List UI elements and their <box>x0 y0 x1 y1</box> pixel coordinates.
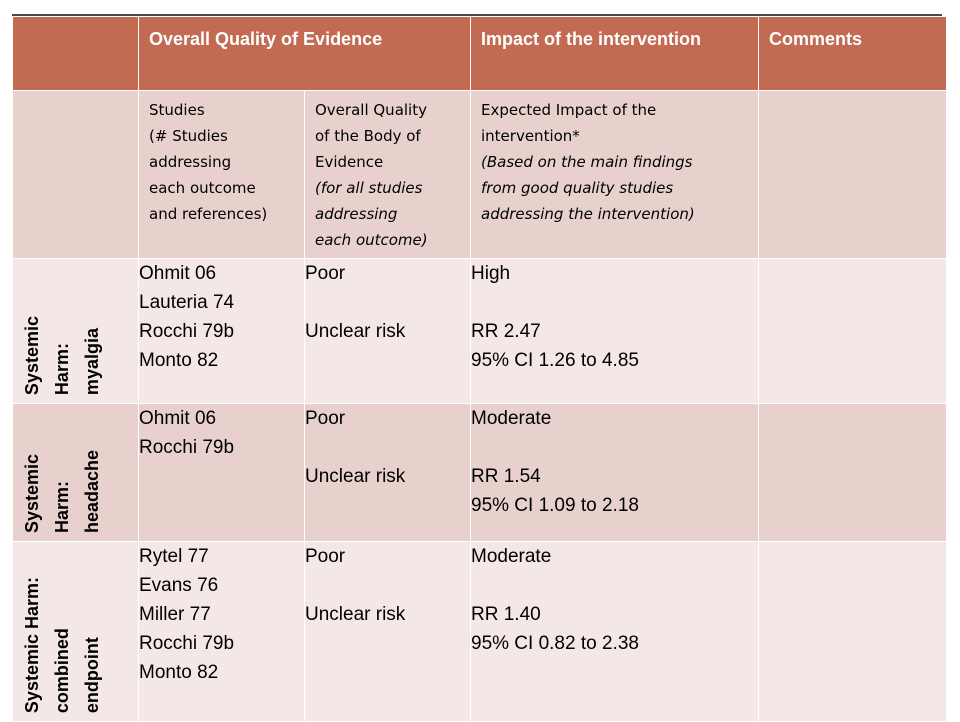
subheader-impact: Expected Impact of the intervention* (Ba… <box>470 90 759 259</box>
impact-level: High <box>471 263 511 284</box>
header-impact: Impact of the intervention <box>470 16 759 91</box>
quality-rating: Poor <box>305 263 346 284</box>
study-reference: Monto 82 <box>139 350 219 371</box>
spacer <box>472 433 758 462</box>
relative-risk: RR 2.47 <box>471 321 541 342</box>
subheader-studies-line: Studies <box>149 101 205 119</box>
quality-cell: Poor Unclear risk <box>304 258 471 404</box>
impact-cell: Moderate RR 1.54 95% CI 1.09 to 2.18 <box>470 403 759 542</box>
subheader-impact-line: addressing the intervention) <box>481 205 695 223</box>
subheader-studies-line: (# Studies <box>149 127 228 145</box>
row-label-cell: Systemic Harm: myalgia <box>12 258 139 404</box>
row-label-line: endpoint <box>82 637 102 713</box>
row-label-line: Systemic <box>22 315 42 395</box>
table-header-row: Overall Quality of Evidence Impact of th… <box>12 16 947 91</box>
quality-cell: Poor Unclear risk <box>304 541 471 722</box>
header-comments: Comments <box>758 16 947 91</box>
row-label-line: Systemic <box>22 453 42 533</box>
subheader-studies-line: and references) <box>149 205 268 223</box>
study-reference: Lauteria 74 <box>139 292 235 313</box>
impact-cell: Moderate RR 1.40 95% CI 0.82 to 2.38 <box>470 541 759 722</box>
subheader-studies-line: addressing <box>149 153 232 171</box>
study-reference: Rocchi 79b <box>139 321 235 342</box>
study-reference: Ohmit 06 <box>139 408 217 429</box>
impact-cell: High RR 2.47 95% CI 1.26 to 4.85 <box>470 258 759 404</box>
risk-of-bias: Unclear risk <box>305 466 406 487</box>
risk-of-bias: Unclear risk <box>305 604 406 625</box>
study-reference: Monto 82 <box>139 662 219 683</box>
study-reference: Evans 76 <box>139 575 219 596</box>
study-reference: Miller 77 <box>139 604 211 625</box>
quality-cell: Poor Unclear risk <box>304 403 471 542</box>
subheader-impact-line: intervention* <box>481 127 580 145</box>
row-label-cell: Systemic Harm: combined endpoint <box>12 541 139 722</box>
studies-cell: Ohmit 06 Rocchi 79b <box>138 403 305 542</box>
confidence-interval: 95% CI 0.82 to 2.38 <box>471 633 639 654</box>
impact-level: Moderate <box>471 408 552 429</box>
subheader-studies: Studies (# Studies addressing each outco… <box>138 90 305 259</box>
table-row-combined-endpoint: Systemic Harm: combined endpoint Rytel 7… <box>12 541 947 722</box>
row-label-line: Systemic Harm: <box>22 576 42 713</box>
impact-level: Moderate <box>471 546 552 567</box>
confidence-interval: 95% CI 1.09 to 2.18 <box>471 495 639 516</box>
study-reference: Rocchi 79b <box>139 633 235 654</box>
table-row-headache: Systemic Harm: headache Ohmit 06 Rocchi … <box>12 403 947 542</box>
risk-of-bias: Unclear risk <box>305 321 406 342</box>
relative-risk: RR 1.54 <box>471 466 541 487</box>
row-label-line: myalgia <box>82 327 102 395</box>
row-label-line: headache <box>82 449 102 533</box>
spacer <box>306 571 470 600</box>
subheader-quality-line: (for all studies <box>315 179 423 197</box>
row-label-line: Harm: <box>52 480 72 533</box>
quality-rating: Poor <box>305 546 346 567</box>
subheader-impact-line: from good quality studies <box>481 179 674 197</box>
subheader-quality: Overall Quality of the Body of Evidence … <box>304 90 471 259</box>
top-rule <box>12 14 942 16</box>
row-label-cell: Systemic Harm: headache <box>12 403 139 542</box>
confidence-interval: 95% CI 1.26 to 4.85 <box>471 350 639 371</box>
spacer <box>306 433 470 462</box>
subheader-quality-line: addressing <box>315 205 398 223</box>
comments-cell <box>758 541 947 722</box>
subheader-quality-line: each outcome) <box>315 231 428 249</box>
table-row-myalgia: Systemic Harm: myalgia Ohmit 06 Lauteria… <box>12 258 947 404</box>
header-empty-cell <box>12 16 139 91</box>
study-reference: Rytel 77 <box>139 546 209 567</box>
subheader-empty-cell <box>12 90 139 259</box>
spacer <box>306 288 470 317</box>
subheader-quality-line: Evidence <box>315 153 384 171</box>
row-label: Systemic Harm: combined endpoint <box>17 577 107 713</box>
relative-risk: RR 1.40 <box>471 604 541 625</box>
table-subheader-row: Studies (# Studies addressing each outco… <box>12 90 947 259</box>
comments-cell <box>758 403 947 542</box>
studies-cell: Rytel 77 Evans 76 Miller 77 Rocchi 79b M… <box>138 541 305 722</box>
subheader-studies-line: each outcome <box>149 179 256 197</box>
study-reference: Rocchi 79b <box>139 437 235 458</box>
subheader-impact-line: (Based on the main findings <box>481 153 693 171</box>
spacer <box>472 288 758 317</box>
subheader-quality-line: of the Body of <box>315 127 421 145</box>
subheader-comments-cell <box>758 90 947 259</box>
evidence-table: Overall Quality of Evidence Impact of th… <box>12 16 947 722</box>
row-label-line: Harm: <box>52 342 72 395</box>
header-overall-quality: Overall Quality of Evidence <box>138 16 471 91</box>
comments-cell <box>758 258 947 404</box>
subheader-quality-line: Overall Quality <box>315 101 427 119</box>
study-reference: Ohmit 06 <box>139 263 217 284</box>
spacer <box>472 571 758 600</box>
row-label: Systemic Harm: headache <box>17 450 107 533</box>
row-label: Systemic Harm: myalgia <box>17 316 107 395</box>
subheader-impact-line: Expected Impact of the <box>481 101 657 119</box>
studies-cell: Ohmit 06 Lauteria 74 Rocchi 79b Monto 82 <box>138 258 305 404</box>
row-label-line: combined <box>52 627 72 713</box>
quality-rating: Poor <box>305 408 346 429</box>
